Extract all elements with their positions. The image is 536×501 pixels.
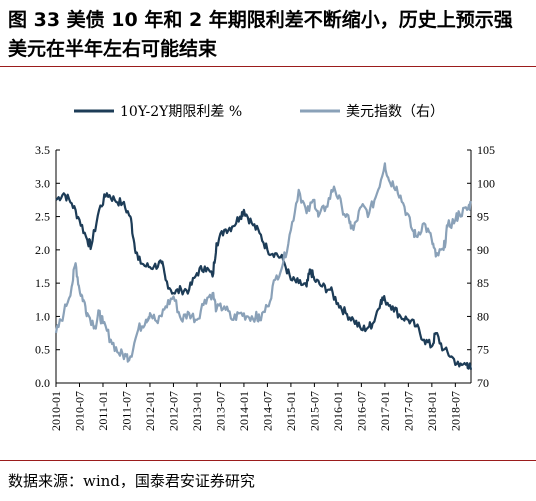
x-axis-tick-label: 2016-01 [331, 391, 345, 431]
right-axis-tick-label: 105 [477, 143, 495, 157]
x-axis-tick-label: 2012-07 [166, 391, 180, 431]
chart-legend: 10Y-2Y期限利差 % 美元指数（右） [74, 104, 444, 120]
left-axis-tick-label: 3.0 [35, 176, 50, 190]
x-axis-tick-label: 2012-01 [143, 391, 157, 431]
chart-axes: 0.0 0.5 1.0 1.5 2.0 2.5 3.0 3.5 70 75 80 85 90 95 100 1… [35, 143, 495, 431]
x-axis-tick-label: 2015-01 [284, 391, 298, 431]
left-axis-tick-label: 1.5 [35, 276, 50, 290]
spread-series-line [55, 192, 473, 370]
data-source-note: 数据来源：wind，国泰君安证券研究 [8, 472, 255, 490]
legend-label-dollar-index: 美元指数（右） [346, 104, 444, 120]
left-axis-tick-label: 2.0 [35, 243, 50, 257]
left-axis-tick-label: 3.5 [35, 143, 50, 157]
x-axis-tick-label: 2018-01 [425, 391, 439, 431]
left-axis-tick-label: 0.0 [35, 376, 50, 390]
x-axis-tick-label: 2014-01 [237, 391, 251, 431]
right-axis-tick-label: 95 [477, 210, 489, 224]
x-axis-tick-label: 2013-07 [213, 391, 227, 431]
x-axis-tick-label: 2017-07 [401, 391, 415, 431]
left-axis-tick-label: 0.5 [35, 343, 50, 357]
right-axis-tick-label: 70 [477, 376, 489, 390]
x-axis-tick-label: 2017-01 [378, 391, 392, 431]
right-axis-tick-label: 100 [477, 176, 495, 190]
x-axis-tick-label: 2013-01 [190, 391, 204, 431]
x-axis-tick-label: 2011-01 [96, 391, 110, 431]
source-divider [0, 460, 536, 461]
right-axis-tick-label: 85 [477, 276, 489, 290]
dollar-index-series-line [54, 162, 472, 363]
right-axis-tick-label: 80 [477, 309, 489, 323]
chart-series [54, 162, 473, 370]
x-axis-tick-label: 2014-07 [260, 391, 274, 431]
figure-title: 图 33 美债 10 年和 2 年期限利差不断缩小，历史上预示强美元在半年左右可… [8, 9, 513, 60]
right-axis-tick-label: 90 [477, 243, 489, 257]
x-axis-tick-label: 2011-07 [119, 391, 133, 431]
left-axis-tick-label: 1.0 [35, 309, 50, 323]
right-axis-tick-label: 75 [477, 343, 489, 357]
title-divider [0, 66, 536, 67]
x-axis-tick-label: 2010-07 [72, 391, 86, 431]
x-axis-tick-label: 2018-07 [448, 391, 462, 431]
x-axis-tick-label: 2010-01 [49, 391, 63, 431]
left-axis-tick-label: 2.5 [35, 210, 50, 224]
legend-label-spread: 10Y-2Y期限利差 % [120, 104, 242, 120]
x-axis-tick-label: 2015-07 [307, 391, 321, 431]
x-axis-tick-label: 2016-07 [354, 391, 368, 431]
